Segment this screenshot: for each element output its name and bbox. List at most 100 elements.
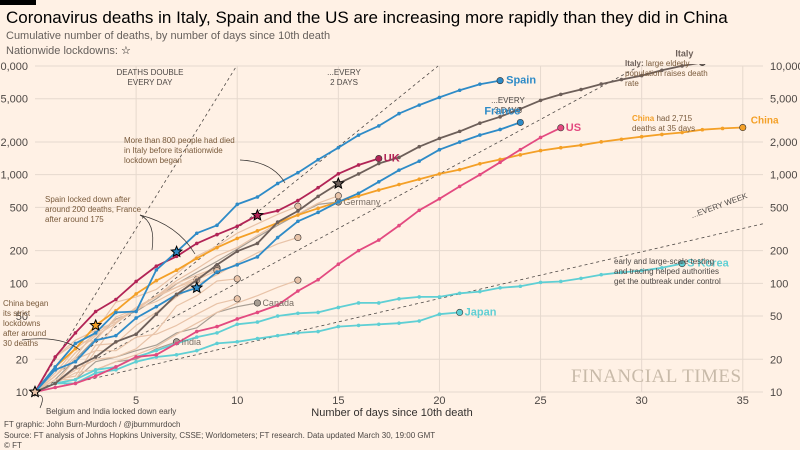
data-point [356,163,361,167]
data-point [174,254,179,259]
data-point [275,235,280,240]
data-point [93,374,98,378]
series-label: Germany [343,197,381,207]
series-line [35,121,521,392]
data-point [154,304,159,309]
reference-line-label-part: DEATHS DOUBLE [117,68,184,77]
reference-line-label-part: ...EVERY [491,96,525,105]
plot-area [35,64,763,392]
x-tick-label: 20 [433,395,445,407]
data-point [376,188,381,192]
y-tick-label-left: 2,000 [0,137,28,149]
data-point [316,194,320,199]
x-tick-label: 5 [133,395,139,407]
data-point [660,68,664,73]
data-point [296,209,300,213]
data-point [296,170,300,175]
data-point [73,365,78,369]
data-point [93,355,98,359]
data-point [316,210,320,215]
data-point [457,88,462,93]
data-point [478,161,482,166]
y-tick-label-left: 10 [16,387,28,399]
chart-subtitle: Cumulative number of deaths, by number o… [6,30,331,42]
series-end-marker [253,299,261,307]
footer-copyright: © FT [4,441,22,450]
series-label: Canada [262,298,294,308]
series-end-marker [294,234,302,242]
data-point [235,249,240,254]
data-point [215,270,219,274]
y-tick-label-left: 20 [16,354,28,366]
data-point [538,135,543,140]
y-tick-label-left: 100 [10,278,28,290]
data-point [437,172,442,176]
annotation-line: in Italy before its nationwide [124,146,223,155]
data-point [599,140,604,144]
data-point [457,129,462,134]
data-point [660,265,664,270]
data-point [114,368,118,372]
data-point [397,321,401,325]
y-tick-label-right: 100 [770,278,788,290]
annotation-line: Belgium and India locked down early [46,407,176,416]
reference-line-label: ...EVERY 3 DAYS [491,96,525,115]
data-point [619,270,624,275]
data-point [316,206,320,211]
data-point [114,339,118,344]
y-tick-label-right: 10 [770,387,782,399]
data-point [457,291,462,296]
x-tick-label: 15 [332,395,344,407]
data-point [437,295,442,299]
annotation-text: More than 800 people had died in Italy be… [124,136,235,165]
data-point [114,365,118,369]
data-point [397,297,401,301]
series-line [35,64,699,392]
data-point [619,137,624,142]
data-point [336,324,341,329]
data-point [478,133,482,137]
data-point [134,316,138,320]
data-point [275,209,280,213]
annotation-line: lockdowns [3,319,40,328]
data-point [417,295,422,299]
data-point [134,279,138,284]
lockdown-star-icon [89,318,103,331]
annotation-emphasis: China [632,114,655,123]
annotation-line: China began [3,299,48,308]
footer-credit: FT graphic: John Burn-Murdoch / @jburnmu… [4,420,181,429]
data-point [275,181,280,186]
data-point [417,208,422,213]
series-label: India [182,337,202,347]
data-point [215,245,219,250]
data-point [316,185,320,190]
series-line [35,278,238,392]
series-end-marker [233,275,241,283]
data-point [194,348,199,353]
series-line [35,126,562,392]
data-point [53,365,58,369]
data-point [194,335,199,339]
series-line [35,268,218,392]
data-point [397,223,401,228]
y-tick-label-right: 10,000 [770,61,800,73]
data-point [478,172,482,177]
data-point [316,310,320,315]
annotation-line: Spain locked down after [45,195,131,204]
data-point [457,184,462,189]
data-point [478,289,482,294]
data-point [701,64,704,65]
series-label: Italy [675,48,693,58]
reference-line-label-part: ...EVERY WEEK [690,191,749,220]
data-point [599,82,604,86]
series-label: Japan [465,306,497,318]
series-line [35,279,198,392]
data-point [93,309,98,314]
data-point [538,148,543,153]
data-point [397,155,401,160]
y-tick-label-right: 5,000 [770,94,798,106]
series-end-marker [739,124,747,132]
data-point [114,310,118,315]
annotation-connector [21,338,81,351]
